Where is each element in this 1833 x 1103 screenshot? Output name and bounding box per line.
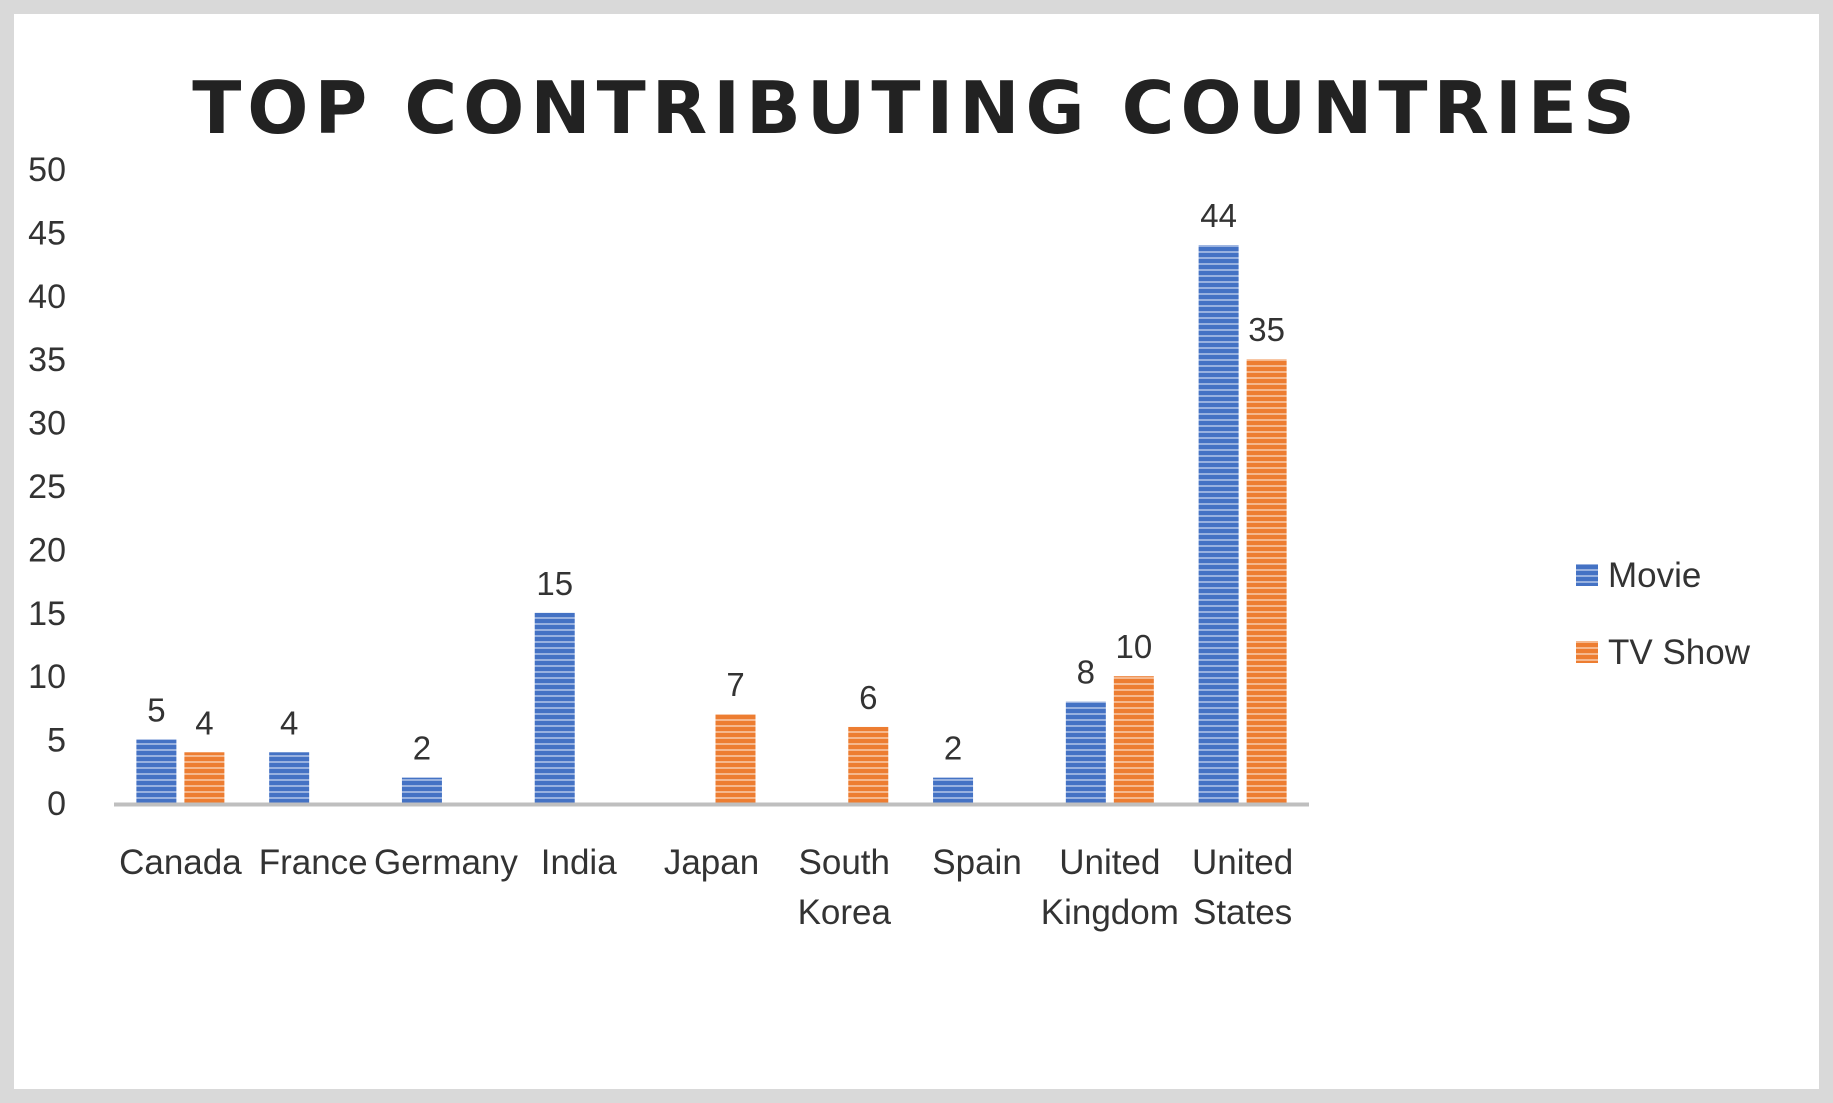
- x-tick-label: Japan: [664, 843, 759, 882]
- data-label: 44: [1200, 197, 1237, 234]
- chart-frame: TOP CONTRIBUTING COUNTRIES 0 5 10 15 20 25 30 3…: [14, 14, 1819, 1089]
- legend-swatch: [1576, 641, 1598, 663]
- bar-movie: [401, 777, 442, 803]
- chart-title: TOP CONTRIBUTING COUNTRIES: [192, 66, 1641, 150]
- data-label: 4: [280, 704, 298, 741]
- y-tick-label: 25: [28, 468, 66, 506]
- data-label: 2: [944, 730, 962, 767]
- x-tick-label: Germany: [374, 843, 518, 882]
- x-tick-label: Kingdom: [1041, 893, 1179, 932]
- bar-tv-show: [184, 752, 225, 803]
- bar-tv-show: [1246, 359, 1287, 803]
- bar-movie: [136, 739, 177, 803]
- data-label: 7: [726, 666, 744, 703]
- y-tick-label: 30: [28, 405, 66, 443]
- x-tick-label: United: [1059, 843, 1160, 882]
- bar-movie: [1198, 245, 1239, 803]
- x-tick-label: South: [799, 843, 890, 882]
- bar-tv-show: [715, 714, 756, 803]
- data-label: 4: [195, 704, 213, 741]
- y-tick-label: 35: [28, 341, 66, 379]
- bar-tv-show: [848, 726, 889, 803]
- y-tick-label: 15: [28, 595, 66, 633]
- data-label: 2: [413, 730, 431, 767]
- bars: [136, 245, 1287, 803]
- bar-movie: [269, 752, 310, 803]
- y-tick-label: 10: [28, 658, 66, 696]
- x-axis: Canada France Germany India Japan South Korea S…: [114, 802, 1309, 932]
- data-label: 35: [1248, 311, 1285, 348]
- data-label: 15: [536, 565, 573, 602]
- legend-label: Movie: [1608, 556, 1701, 595]
- y-tick-label: 45: [28, 214, 66, 252]
- data-label: 10: [1115, 628, 1152, 665]
- legend-label: TV Show: [1608, 633, 1751, 672]
- y-tick-label: 50: [28, 151, 66, 189]
- y-tick-label: 0: [47, 785, 66, 823]
- bar-movie: [534, 612, 575, 803]
- legend-swatch: [1576, 564, 1598, 586]
- y-tick-label: 20: [28, 531, 66, 569]
- x-tick-label: Korea: [798, 893, 892, 932]
- x-tick-label: Canada: [119, 843, 242, 882]
- bar-tv-show: [1113, 676, 1154, 803]
- bar-movie: [933, 777, 974, 803]
- y-axis: 0 5 10 15 20 25 30 35 40 45 50: [28, 151, 66, 823]
- data-label: 6: [859, 679, 877, 716]
- data-label: 5: [147, 692, 165, 729]
- legend: Movie TV Show: [1576, 556, 1751, 672]
- x-tick-label: United: [1192, 843, 1293, 882]
- x-tick-label: States: [1193, 893, 1292, 932]
- x-tick-label: Spain: [932, 843, 1022, 882]
- y-tick-label: 40: [28, 278, 66, 316]
- x-tick-label: India: [541, 843, 617, 882]
- data-label: 8: [1077, 654, 1095, 691]
- y-tick-label: 5: [47, 722, 66, 760]
- bar-movie: [1065, 701, 1106, 803]
- x-tick-label: France: [259, 843, 368, 882]
